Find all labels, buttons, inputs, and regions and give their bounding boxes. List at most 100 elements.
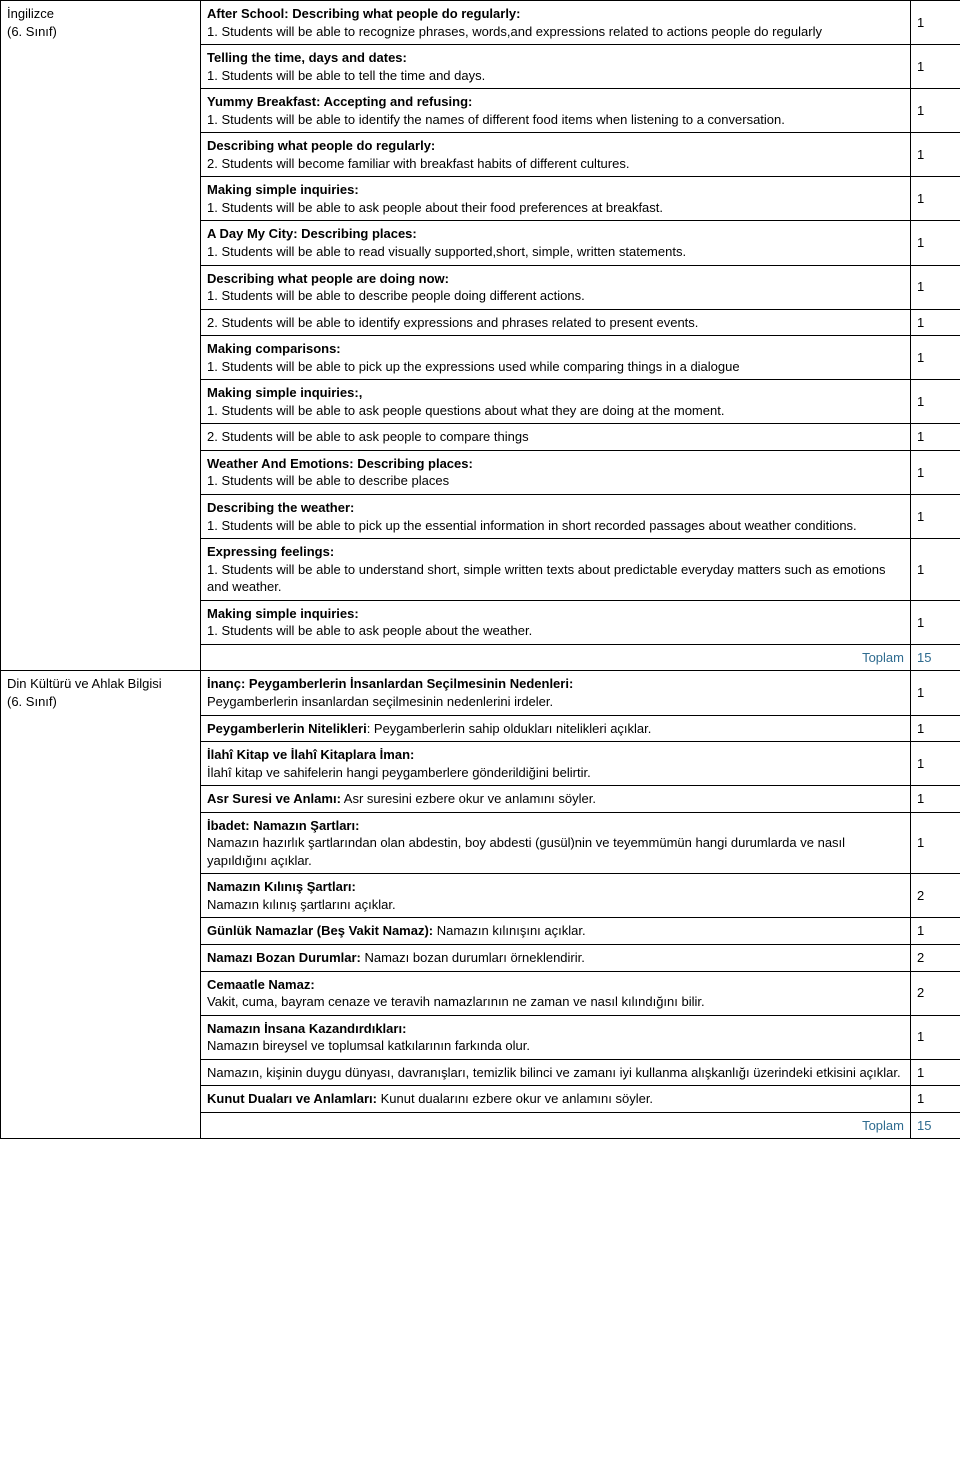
total-label-cell: Toplam — [201, 1112, 911, 1139]
row-body: Namazın kılınışını açıklar. — [433, 923, 585, 938]
content-cell: Peygamberlerin Nitelikleri: Peygamberler… — [201, 715, 911, 742]
row-body: 2. Students will be able to identify exp… — [207, 314, 904, 332]
count-cell: 1 — [911, 812, 960, 874]
row-body: Namazı bozan durumları örneklendirir. — [361, 950, 585, 965]
count-cell: 1 — [911, 600, 960, 644]
subject-name: Din Kültürü ve Ahlak Bilgisi (6. Sınıf) — [7, 676, 162, 709]
count-cell: 1 — [911, 336, 960, 380]
count-cell: 1 — [911, 495, 960, 539]
row-body: 1. Students will be able to read visuall… — [207, 243, 904, 261]
row-body: 1. Students will be able to ask people q… — [207, 402, 904, 420]
row-title: Making comparisons: — [207, 340, 904, 358]
row-title: İnanç: Peygamberlerin İnsanlardan Seçilm… — [207, 675, 904, 693]
count-cell: 1 — [911, 1, 960, 45]
row-title: A Day My City: Describing places: — [207, 225, 904, 243]
count-cell: 1 — [911, 424, 960, 451]
row-body: 2. Students will be able to ask people t… — [207, 428, 904, 446]
row-body: Vakit, cuma, bayram cenaze ve teravih na… — [207, 993, 904, 1011]
count-cell: 1 — [911, 1059, 960, 1086]
total-value-cell: 15 — [911, 644, 960, 671]
content-cell: Asr Suresi ve Anlamı: Asr suresini ezber… — [201, 786, 911, 813]
content-cell: Making simple inquiries:1. Students will… — [201, 177, 911, 221]
count-cell: 1 — [911, 539, 960, 601]
content-cell: 2. Students will be able to identify exp… — [201, 309, 911, 336]
count-cell: 1 — [911, 786, 960, 813]
count-cell: 1 — [911, 1015, 960, 1059]
table-row: Din Kültürü ve Ahlak Bilgisi (6. Sınıf) İ… — [1, 671, 960, 715]
row-title: Kunut Duaları ve Anlamları: — [207, 1091, 377, 1106]
content-cell: 2. Students will be able to ask people t… — [201, 424, 911, 451]
row-title: Namazın Kılınış Şartları: — [207, 878, 904, 896]
count-cell: 2 — [911, 971, 960, 1015]
count-cell: 1 — [911, 177, 960, 221]
count-cell: 1 — [911, 1086, 960, 1113]
row-title: İlahî Kitap ve İlahî Kitaplara İman: — [207, 746, 904, 764]
subject-name-cell: İngilizce (6. Sınıf) — [1, 1, 201, 671]
row-body: 1. Students will be able to ask people a… — [207, 622, 904, 640]
row-body: Namazın, kişinin duygu dünyası, davranış… — [207, 1064, 904, 1082]
count-cell: 1 — [911, 221, 960, 265]
content-cell: Namazın İnsana Kazandırdıkları:Namazın b… — [201, 1015, 911, 1059]
row-body: Namazın bireysel ve toplumsal katkıların… — [207, 1037, 904, 1055]
row-body: Asr suresini ezbere okur ve anlamını söy… — [341, 791, 596, 806]
row-body: 1. Students will be able to describe peo… — [207, 287, 904, 305]
table-row: İngilizce (6. Sınıf)After School: Descri… — [1, 1, 960, 45]
row-title: Expressing feelings: — [207, 543, 904, 561]
row-title: Peygamberlerin Nitelikleri — [207, 721, 367, 736]
count-cell: 1 — [911, 309, 960, 336]
count-cell: 1 — [911, 671, 960, 715]
count-cell: 2 — [911, 944, 960, 971]
count-cell: 1 — [911, 715, 960, 742]
count-cell: 1 — [911, 45, 960, 89]
row-body: 1. Students will be able to tell the tim… — [207, 67, 904, 85]
count-cell: 2 — [911, 874, 960, 918]
row-title: İbadet: Namazın Şartları: — [207, 817, 904, 835]
row-title: Yummy Breakfast: Accepting and refusing: — [207, 93, 904, 111]
row-title: Making simple inquiries:, — [207, 384, 904, 402]
content-cell: Yummy Breakfast: Accepting and refusing:… — [201, 89, 911, 133]
count-cell: 1 — [911, 265, 960, 309]
row-body: Peygamberlerin insanlardan seçilmesinin … — [207, 693, 904, 711]
row-title: Namazı Bozan Durumlar: — [207, 950, 361, 965]
row-body: Kunut dualarını ezbere okur ve anlamını … — [377, 1091, 653, 1106]
content-cell: Günlük Namazlar (Beş Vakit Namaz): Namaz… — [201, 918, 911, 945]
row-title: Asr Suresi ve Anlamı: — [207, 791, 341, 806]
count-cell: 1 — [911, 133, 960, 177]
row-body: 1. Students will be able to identify the… — [207, 111, 904, 129]
content-cell: Making simple inquiries:,1. Students wil… — [201, 380, 911, 424]
content-cell: Telling the time, days and dates:1. Stud… — [201, 45, 911, 89]
row-title: Günlük Namazlar (Beş Vakit Namaz): — [207, 923, 433, 938]
content-cell: Kunut Duaları ve Anlamları: Kunut dualar… — [201, 1086, 911, 1113]
content-cell: Namazın Kılınış Şartları:Namazın kılınış… — [201, 874, 911, 918]
row-title: Namazın İnsana Kazandırdıkları: — [207, 1020, 904, 1038]
row-title: Describing the weather: — [207, 499, 904, 517]
row-title: Weather And Emotions: Describing places: — [207, 455, 904, 473]
total-label-cell: Toplam — [201, 644, 911, 671]
row-title: Cemaatle Namaz: — [207, 976, 904, 994]
content-cell: Cemaatle Namaz:Vakit, cuma, bayram cenaz… — [201, 971, 911, 1015]
row-body: İlahî kitap ve sahifelerin hangi peygamb… — [207, 764, 904, 782]
count-cell: 1 — [911, 380, 960, 424]
content-cell: After School: Describing what people do … — [201, 1, 911, 45]
row-body: 2. Students will become familiar with br… — [207, 155, 904, 173]
row-title: Making simple inquiries: — [207, 181, 904, 199]
content-cell: İbadet: Namazın Şartları:Namazın hazırlı… — [201, 812, 911, 874]
count-cell: 1 — [911, 742, 960, 786]
content-cell: Namazın, kişinin duygu dünyası, davranış… — [201, 1059, 911, 1086]
row-body: 1. Students will be able to pick up the … — [207, 517, 904, 535]
curriculum-table: İngilizce (6. Sınıf) After School: Descri… — [0, 0, 960, 1139]
row-title: After School: Describing what people do … — [207, 5, 904, 23]
content-cell: Expressing feelings:1. Students will be … — [201, 539, 911, 601]
content-cell: Making simple inquiries:1. Students will… — [201, 600, 911, 644]
content-cell: Describing what people are doing now:1. … — [201, 265, 911, 309]
row-body: 1. Students will be able to pick up the … — [207, 358, 904, 376]
row-title: Telling the time, days and dates: — [207, 49, 904, 67]
row-body: Namazın kılınış şartlarını açıklar. — [207, 896, 904, 914]
subject-name-cell: Din Kültürü ve Ahlak Bilgisi (6. Sınıf) — [1, 671, 201, 1139]
row-body: 1. Students will be able to describe pla… — [207, 472, 904, 490]
count-cell: 1 — [911, 89, 960, 133]
count-cell: 1 — [911, 450, 960, 494]
content-cell: Making comparisons:1. Students will be a… — [201, 336, 911, 380]
row-title: Describing what people are doing now: — [207, 270, 904, 288]
row-body: 1. Students will be able to understand s… — [207, 561, 904, 596]
